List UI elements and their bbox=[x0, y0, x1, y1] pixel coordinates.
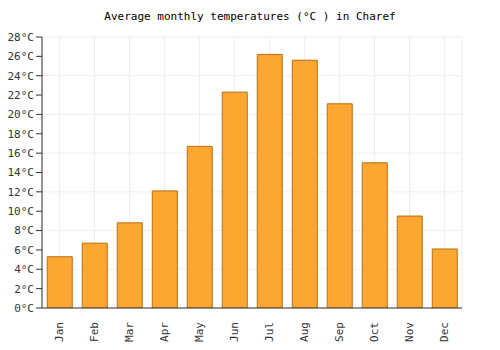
svg-text:Dec: Dec bbox=[438, 322, 451, 342]
svg-text:Oct: Oct bbox=[368, 322, 381, 342]
svg-text:10°C: 10°C bbox=[8, 205, 34, 218]
svg-text:14°C: 14°C bbox=[8, 166, 34, 179]
svg-text:28°C: 28°C bbox=[8, 31, 34, 44]
svg-text:May: May bbox=[193, 322, 206, 342]
svg-text:Jun: Jun bbox=[228, 322, 241, 342]
svg-text:Nov: Nov bbox=[403, 322, 416, 342]
svg-text:26°C: 26°C bbox=[8, 50, 34, 63]
svg-text:18°C: 18°C bbox=[8, 128, 34, 141]
svg-text:Aug: Aug bbox=[298, 322, 311, 342]
svg-text:20°C: 20°C bbox=[8, 108, 34, 121]
svg-text:2°C: 2°C bbox=[14, 283, 34, 296]
svg-text:8°C: 8°C bbox=[14, 224, 34, 237]
svg-text:16°C: 16°C bbox=[8, 147, 34, 160]
svg-text:6°C: 6°C bbox=[14, 244, 34, 257]
svg-text:Feb: Feb bbox=[88, 322, 101, 342]
svg-text:Jan: Jan bbox=[53, 322, 66, 342]
svg-text:12°C: 12°C bbox=[8, 186, 34, 199]
svg-text:0°C: 0°C bbox=[14, 302, 34, 315]
svg-text:Mar: Mar bbox=[123, 322, 136, 342]
html-text:Average monthly temperatures (: Average monthly temperatures (°C ) in Ch… bbox=[104, 10, 396, 23]
svg-text:Sep: Sep bbox=[333, 322, 346, 342]
svg-text:Jul: Jul bbox=[263, 322, 276, 342]
svg-text:4°C: 4°C bbox=[14, 263, 34, 276]
svg-text:Apr: Apr bbox=[158, 322, 171, 342]
svg-text:24°C: 24°C bbox=[8, 70, 34, 83]
svg-text:22°C: 22°C bbox=[8, 89, 34, 102]
